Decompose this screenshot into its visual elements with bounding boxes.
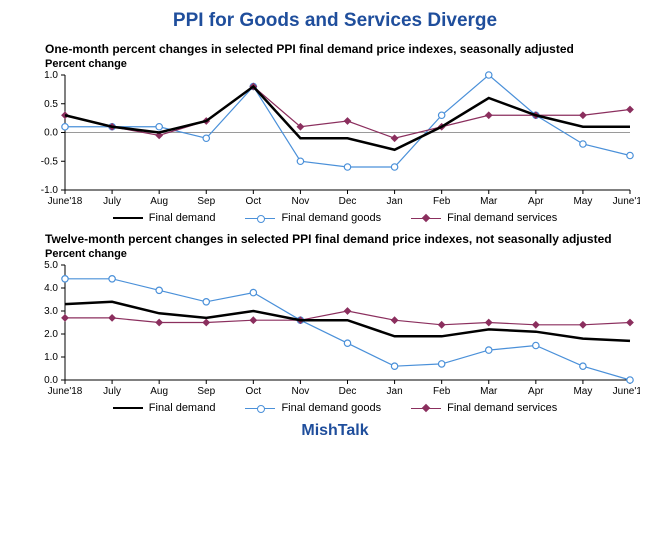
svg-text:1.0: 1.0 (44, 70, 58, 81)
svg-text:Mar: Mar (480, 386, 498, 397)
main-title: PPI for Goods and Services Diverge (25, 10, 645, 32)
page-root: PPI for Goods and Services Diverge One-m… (0, 0, 670, 542)
svg-text:1.0: 1.0 (44, 352, 58, 363)
legend2-line-services (411, 408, 441, 409)
chart1-legend: Final demand Final demand goods Final de… (25, 212, 645, 224)
legend2-label-final-demand: Final demand (149, 402, 216, 414)
legend-final-demand: Final demand (113, 212, 216, 224)
svg-text:July: July (103, 196, 121, 207)
chart2-legend: Final demand Final demand goods Final de… (25, 402, 645, 414)
legend2-line-final-demand (113, 407, 143, 409)
svg-text:3.0: 3.0 (44, 306, 58, 317)
legend-label-goods: Final demand goods (281, 212, 381, 224)
svg-text:0.5: 0.5 (44, 99, 58, 110)
svg-text:Apr: Apr (528, 386, 544, 397)
svg-text:Sep: Sep (197, 386, 215, 397)
svg-text:0.0: 0.0 (44, 128, 58, 139)
svg-text:June'18: June'18 (48, 196, 83, 207)
chart1-plot: -1.0 -0.5 0.0 0.5 1.0 June'18 July Aug Sep Oct Nov… (25, 70, 645, 210)
svg-text:-0.5: -0.5 (41, 156, 59, 167)
svg-text:Nov: Nov (292, 196, 310, 207)
svg-text:Jan: Jan (387, 386, 403, 397)
svg-text:June'19: June'19 (613, 386, 640, 397)
chart1-title: One-month percent changes in selected PP… (45, 42, 645, 56)
chart2-plot: 0.0 1.0 2.0 3.0 4.0 5.0 June'18 July Aug Sep Oct No… (25, 260, 645, 400)
legend-final-demand-goods: Final demand goods (245, 212, 381, 224)
legend-final-demand-services: Final demand services (411, 212, 557, 224)
legend2-final-demand: Final demand (113, 402, 216, 414)
chart2-title: Twelve-month percent changes in selected… (45, 232, 645, 246)
legend-line-goods (245, 218, 275, 219)
chart1-svg: -1.0 -0.5 0.0 0.5 1.0 June'18 July Aug Sep Oct Nov… (25, 70, 640, 210)
legend-line-final-demand (113, 217, 143, 219)
svg-text:Feb: Feb (433, 196, 451, 207)
svg-text:0.0: 0.0 (44, 375, 58, 386)
svg-text:June'19: June'19 (613, 196, 640, 207)
chart1-yaxis-label: Percent change (45, 58, 645, 70)
chart2-yaxis-label: Percent change (45, 248, 645, 260)
legend2-label-services: Final demand services (447, 402, 557, 414)
footer-brand: MishTalk (25, 422, 645, 440)
svg-text:5.0: 5.0 (44, 260, 58, 271)
svg-text:Dec: Dec (339, 196, 357, 207)
svg-text:Mar: Mar (480, 196, 498, 207)
svg-text:Oct: Oct (246, 196, 262, 207)
legend-label-final-demand: Final demand (149, 212, 216, 224)
svg-text:2.0: 2.0 (44, 329, 58, 340)
svg-text:Feb: Feb (433, 386, 451, 397)
svg-text:July: July (103, 386, 121, 397)
legend-label-services: Final demand services (447, 212, 557, 224)
svg-text:Apr: Apr (528, 196, 544, 207)
svg-text:4.0: 4.0 (44, 283, 58, 294)
legend2-label-goods: Final demand goods (281, 402, 381, 414)
svg-text:June'18: June'18 (48, 386, 83, 397)
legend2-line-goods (245, 408, 275, 409)
chart2-section: Twelve-month percent changes in selected… (25, 232, 645, 414)
legend2-final-demand-goods: Final demand goods (245, 402, 381, 414)
legend-line-services (411, 218, 441, 219)
svg-text:Sep: Sep (197, 196, 215, 207)
svg-text:Oct: Oct (246, 386, 262, 397)
svg-text:-1.0: -1.0 (41, 185, 59, 196)
chart2-svg: 0.0 1.0 2.0 3.0 4.0 5.0 June'18 July Aug Sep Oct No… (25, 260, 640, 400)
svg-text:Aug: Aug (150, 386, 168, 397)
chart1-section: One-month percent changes in selected PP… (25, 42, 645, 224)
legend2-final-demand-services: Final demand services (411, 402, 557, 414)
svg-text:Aug: Aug (150, 196, 168, 207)
svg-text:Dec: Dec (339, 386, 357, 397)
svg-text:May: May (573, 386, 592, 397)
svg-text:May: May (573, 196, 592, 207)
svg-text:Jan: Jan (387, 196, 403, 207)
svg-text:Nov: Nov (292, 386, 310, 397)
